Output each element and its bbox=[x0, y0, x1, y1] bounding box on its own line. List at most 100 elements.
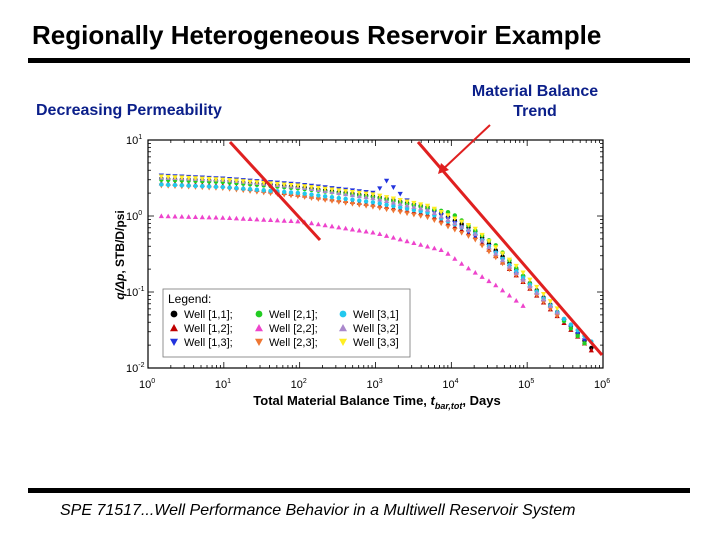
data-point bbox=[431, 245, 437, 251]
data-point bbox=[472, 231, 478, 237]
data-point bbox=[363, 194, 369, 200]
data-point bbox=[158, 174, 164, 180]
data-point bbox=[411, 200, 417, 206]
legend-label: Well [1,1]; bbox=[184, 309, 233, 321]
data-point bbox=[397, 197, 403, 203]
data-point bbox=[390, 234, 397, 240]
y-axis-label: q/Δp, STB/D/psi bbox=[113, 210, 127, 299]
data-point bbox=[411, 207, 417, 213]
trend-line-permeability bbox=[228, 140, 322, 242]
data-point bbox=[438, 210, 444, 215]
data-point bbox=[254, 216, 260, 222]
data-point bbox=[295, 190, 301, 196]
data-point bbox=[397, 201, 403, 206]
title-rule bbox=[28, 58, 690, 63]
legend-label: Well [1,3]; bbox=[184, 337, 233, 349]
x-tick-label: 105 bbox=[518, 378, 534, 391]
data-point bbox=[438, 247, 444, 253]
data-point bbox=[493, 250, 499, 256]
data-point bbox=[220, 177, 226, 183]
legend-marker bbox=[255, 324, 263, 332]
data-point bbox=[561, 316, 567, 322]
legend: Legend: Well [1,1]; Well [1,2]; Well [1,3]… bbox=[162, 288, 411, 358]
data-point bbox=[513, 270, 519, 276]
footer-citation: SPE 71517...Well Performance Behavior in… bbox=[60, 502, 576, 519]
data-point bbox=[179, 183, 185, 188]
data-point bbox=[459, 223, 465, 229]
data-point bbox=[424, 203, 431, 209]
data-point bbox=[329, 187, 335, 193]
data-point bbox=[349, 201, 356, 207]
data-point bbox=[199, 176, 205, 182]
data-point bbox=[370, 192, 376, 198]
data-point bbox=[165, 213, 171, 219]
data-point bbox=[363, 228, 369, 234]
x-tick-label: 104 bbox=[442, 378, 458, 391]
data-point bbox=[315, 185, 321, 191]
data-point bbox=[193, 183, 198, 189]
data-point bbox=[200, 183, 205, 189]
data-point bbox=[506, 267, 513, 273]
legend-entry: Well [1,3]; bbox=[170, 337, 233, 349]
data-point bbox=[506, 263, 513, 269]
legend-marker bbox=[339, 310, 347, 318]
data-point bbox=[274, 181, 280, 187]
data-point bbox=[588, 347, 594, 353]
data-point bbox=[206, 214, 212, 220]
data-point bbox=[186, 175, 192, 181]
data-point bbox=[397, 236, 403, 242]
footer-rule bbox=[28, 488, 690, 493]
data-point bbox=[316, 193, 321, 198]
data-point bbox=[554, 309, 560, 315]
data-point bbox=[227, 215, 233, 221]
data-point bbox=[322, 186, 328, 192]
data-point bbox=[288, 182, 294, 188]
legend-marker bbox=[170, 338, 178, 346]
data-point bbox=[568, 322, 574, 327]
data-point bbox=[356, 227, 362, 233]
data-point bbox=[377, 196, 383, 202]
legend-label: Well [3,3] bbox=[353, 337, 399, 349]
x-axis-label-sub: bar,tot bbox=[435, 401, 464, 411]
data-point bbox=[431, 210, 437, 215]
data-point bbox=[186, 183, 191, 188]
data-point bbox=[459, 230, 465, 236]
data-point bbox=[404, 206, 410, 211]
data-point bbox=[520, 303, 526, 308]
data-point bbox=[445, 217, 451, 222]
data-point bbox=[343, 189, 349, 194]
data-point bbox=[411, 212, 417, 218]
trend-line-material-balance bbox=[416, 141, 604, 356]
data-point bbox=[554, 314, 560, 319]
data-point bbox=[213, 177, 219, 182]
data-point bbox=[540, 291, 547, 297]
data-point bbox=[383, 207, 390, 213]
data-point bbox=[383, 233, 390, 238]
data-point bbox=[438, 221, 444, 227]
data-point bbox=[315, 221, 321, 227]
data-point bbox=[227, 178, 233, 183]
data-point bbox=[261, 188, 266, 193]
data-point bbox=[472, 269, 478, 275]
x-tick-label: 103 bbox=[367, 378, 383, 391]
data-point bbox=[452, 220, 458, 226]
data-point bbox=[534, 284, 540, 290]
data-point bbox=[411, 204, 417, 209]
data-point bbox=[404, 211, 410, 217]
data-point bbox=[479, 237, 485, 243]
data-point bbox=[247, 186, 253, 192]
data-point bbox=[581, 338, 588, 344]
data-point bbox=[192, 176, 199, 181]
data-point bbox=[233, 178, 240, 184]
data-point bbox=[370, 204, 376, 210]
data-point bbox=[165, 174, 171, 180]
data-point bbox=[377, 193, 383, 199]
legend-marker bbox=[339, 324, 347, 332]
data-point bbox=[438, 213, 444, 219]
data-point bbox=[357, 198, 362, 203]
data-point bbox=[213, 184, 219, 189]
legend-label: Well [2,2]; bbox=[269, 323, 318, 335]
legend-entry: Well [3,3] bbox=[339, 337, 399, 349]
data-point bbox=[527, 277, 533, 283]
data-point bbox=[547, 303, 553, 308]
